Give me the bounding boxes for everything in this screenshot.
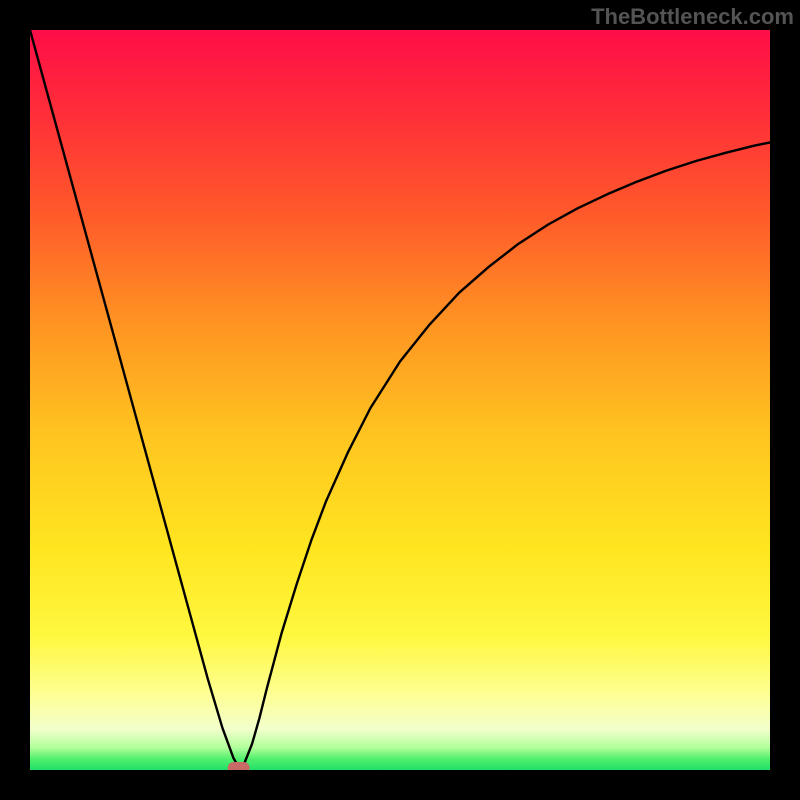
- chart-frame: [0, 770, 800, 800]
- watermark-text: TheBottleneck.com: [591, 4, 794, 30]
- chart-frame: [0, 0, 30, 800]
- chart-frame: [770, 0, 800, 800]
- chart-container: TheBottleneck.com: [0, 0, 800, 800]
- gradient-background: [30, 30, 770, 770]
- bottleneck-chart: [0, 0, 800, 800]
